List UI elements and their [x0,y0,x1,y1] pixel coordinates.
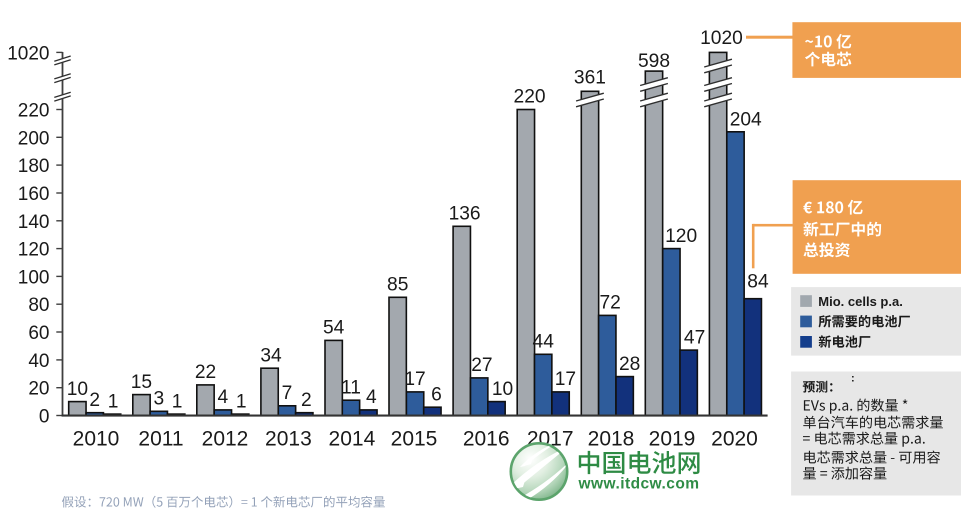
svg-text:2: 2 [89,390,100,411]
svg-text:44: 44 [533,332,555,353]
svg-text:2013: 2013 [265,427,312,450]
svg-text:2: 2 [301,390,312,411]
svg-text:28: 28 [619,354,640,375]
svg-text:361: 361 [574,68,606,89]
svg-text:220: 220 [18,101,50,122]
svg-text:2014: 2014 [329,427,376,450]
svg-text:27: 27 [471,355,492,376]
svg-text:180: 180 [18,156,50,177]
svg-text:4: 4 [218,387,229,408]
svg-text:85: 85 [387,274,408,295]
svg-text:60: 60 [28,323,49,344]
svg-text:2015: 2015 [391,427,438,450]
svg-text:72: 72 [600,293,621,314]
svg-text:120: 120 [665,226,697,247]
svg-text:Mio. cells p.a.: Mio. cells p.a. [818,294,903,309]
svg-text:1: 1 [172,391,183,412]
svg-text:1020: 1020 [700,28,743,49]
svg-text:40: 40 [28,351,49,372]
svg-text:100: 100 [18,267,50,288]
svg-text:3: 3 [153,389,164,410]
svg-text:598: 598 [638,51,670,72]
svg-text:2016: 2016 [463,427,510,450]
svg-text:1: 1 [236,391,247,412]
svg-text:0: 0 [39,407,50,428]
svg-text:10: 10 [492,379,513,400]
svg-text:10: 10 [67,379,88,400]
svg-text:80: 80 [28,295,49,316]
svg-text:2020: 2020 [711,427,758,450]
svg-text:2011: 2011 [138,427,183,450]
svg-text:2010: 2010 [73,427,120,450]
svg-text:7: 7 [282,383,293,404]
svg-text:4: 4 [366,387,377,408]
svg-text:54: 54 [323,318,345,339]
svg-text:22: 22 [195,362,216,383]
svg-text:120: 120 [18,240,50,261]
svg-text:84: 84 [747,271,769,292]
svg-text:34: 34 [260,345,282,366]
svg-text:1020: 1020 [7,43,49,64]
svg-text::: : [851,373,855,385]
svg-text:17: 17 [555,369,576,390]
svg-text:2019: 2019 [649,427,696,450]
svg-text:47: 47 [684,327,705,348]
svg-text:220: 220 [514,87,546,108]
svg-text:140: 140 [18,212,50,233]
svg-text:6: 6 [431,384,442,405]
svg-text:2012: 2012 [202,427,249,450]
svg-text:www.itdcw.com: www.itdcw.com [578,476,700,493]
svg-text:15: 15 [131,372,152,393]
svg-text:204: 204 [730,109,762,130]
svg-text:11: 11 [341,377,361,398]
svg-text:2018: 2018 [588,427,635,450]
svg-text:136: 136 [449,204,481,225]
svg-text:1: 1 [108,391,119,412]
svg-text:20: 20 [28,379,49,400]
svg-text:17: 17 [404,369,425,390]
svg-text:160: 160 [18,184,50,205]
svg-text:200: 200 [18,128,50,149]
